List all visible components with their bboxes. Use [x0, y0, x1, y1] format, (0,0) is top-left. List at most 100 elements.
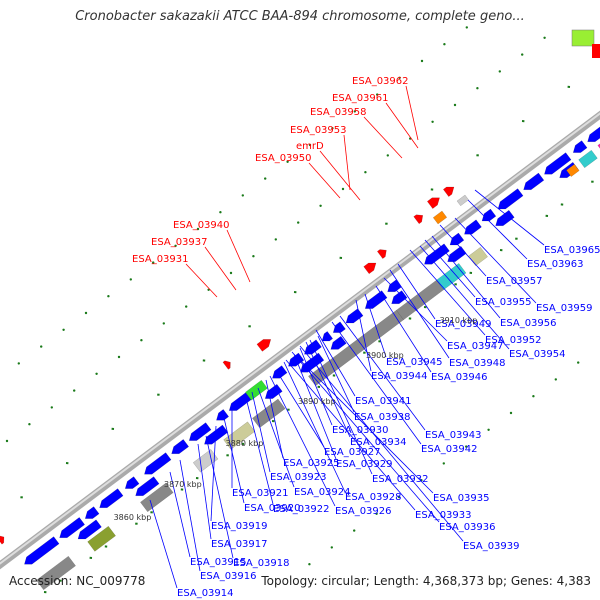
reverse-gene-label: ESA_03935	[433, 493, 490, 504]
reverse-gene	[449, 232, 465, 246]
reverse-leader-line	[383, 277, 448, 342]
gene-block	[578, 149, 598, 169]
gene-block	[140, 482, 174, 513]
ring-dot	[95, 372, 98, 375]
reverse-leader-line	[245, 397, 274, 505]
ring-dot	[554, 378, 557, 381]
ring-dot	[353, 110, 356, 113]
reverse-gene	[495, 209, 515, 227]
reverse-gene-label: ESA_03915	[190, 557, 247, 568]
reverse-leader-line	[467, 199, 528, 260]
gene-block	[87, 525, 116, 552]
forward-gene	[413, 214, 424, 225]
reverse-leader-line	[305, 341, 351, 438]
reverse-gene	[24, 536, 60, 565]
forward-gene-label: ESA_03961	[332, 93, 389, 104]
reverse-gene-label: ESA_03949	[435, 319, 492, 330]
reverse-leader-line	[265, 379, 284, 459]
ring-dot	[442, 462, 445, 465]
reverse-leader-line	[293, 353, 337, 460]
reverse-leader-line	[424, 239, 476, 298]
gene-block	[252, 398, 286, 429]
reverse-leader-line	[454, 217, 537, 304]
reverse-gene-label: ESA_03959	[536, 303, 593, 314]
forward-gene	[0, 535, 5, 545]
reverse-gene	[332, 321, 346, 333]
reverse-gene-label: ESA_03938	[354, 412, 411, 423]
scale-label: 3890 kbp	[298, 397, 336, 406]
gene-block	[436, 263, 467, 291]
forward-gene	[363, 262, 377, 275]
gc-tick-track	[20, 85, 594, 594]
reverse-leader-line	[299, 345, 464, 542]
ring-dot	[84, 311, 88, 315]
reverse-gene	[77, 519, 102, 540]
reverse-gene-label: ESA_03948	[449, 358, 506, 369]
reverse-gene	[171, 439, 190, 455]
reverse-gene	[387, 279, 402, 293]
forward-gene	[256, 339, 272, 352]
reverse-gene-label: ESA_03914	[177, 588, 234, 599]
ring-dot	[162, 322, 165, 325]
scale-label: 3910 kbp	[440, 316, 478, 325]
reverse-gene-label: ESA_03929	[336, 459, 393, 470]
forward-gene	[592, 44, 600, 58]
topology-label: Topology: circular; Length: 4,368,373 bp…	[261, 574, 591, 588]
ring-dot	[196, 227, 200, 231]
reverse-gene	[272, 365, 288, 379]
reverse-gene	[481, 208, 497, 222]
reverse-gene-label: ESA_03947	[447, 341, 504, 352]
reverse-gene-label: ESA_03955	[475, 297, 532, 308]
scale-label: 3880 kbp	[226, 439, 264, 448]
ring-dot	[376, 93, 379, 96]
reverse-gene-label: ESA_03916	[200, 571, 257, 582]
forward-leader-line	[363, 116, 403, 159]
backbone-highlight	[0, 112, 600, 565]
reverse-gene-label: ESA_03934	[350, 437, 407, 448]
reverse-gene	[124, 476, 140, 489]
forward-gene	[376, 249, 387, 259]
ring-dot	[509, 411, 513, 415]
forward-leader-line	[405, 85, 419, 141]
reverse-gene-label: ESA_03927	[324, 447, 381, 458]
reverse-gene	[330, 335, 347, 350]
reverse-leader-line	[257, 387, 295, 488]
map-footer: Accession: NC_009778 Topology: circular;…	[0, 570, 600, 594]
reverse-leader-line	[149, 499, 178, 589]
reverse-gene	[464, 219, 482, 235]
reverse-gene-label: ESA_03939	[463, 541, 520, 552]
reverse-gene-label: ESA_03944	[371, 371, 428, 382]
reverse-leader-line	[299, 347, 333, 426]
ring-dot	[543, 36, 546, 39]
ring-dot	[465, 445, 468, 448]
gene-block	[566, 163, 580, 177]
chromosome-backbone	[0, 110, 600, 570]
reverse-gene-label: ESA_03925	[283, 458, 340, 469]
reverse-leader-line	[409, 249, 486, 336]
ring-dot	[174, 244, 177, 247]
gene-block	[36, 555, 76, 591]
forward-leader-line	[385, 102, 419, 149]
forward-leader-line	[226, 229, 251, 283]
reverse-gene-label: ESA_03933	[415, 510, 472, 521]
ring-dot	[397, 495, 401, 499]
reverse-gene-label: ESA_03917	[211, 539, 268, 550]
reverse-gene-label: ESA_03923	[270, 472, 327, 483]
outer-dot-rings	[5, 26, 580, 566]
reverse-gene	[447, 245, 467, 263]
forward-gene	[222, 360, 231, 370]
scale-label: 3860 kbp	[114, 513, 152, 522]
scale-label: 3870 kbp	[164, 480, 202, 489]
reverse-gene-label: ESA_03932	[372, 474, 429, 485]
gene-block	[571, 29, 595, 47]
ring-dot	[40, 345, 43, 348]
ring-dot	[62, 328, 65, 331]
reverse-leader-line	[169, 471, 191, 558]
forward-gene-label: ESA_03962	[352, 76, 409, 87]
reverse-gene-label: ESA_03926	[335, 506, 392, 517]
reverse-gene-label: ESA_03945	[386, 357, 443, 368]
reverse-leader-line	[431, 235, 501, 319]
gene-block	[192, 449, 219, 473]
